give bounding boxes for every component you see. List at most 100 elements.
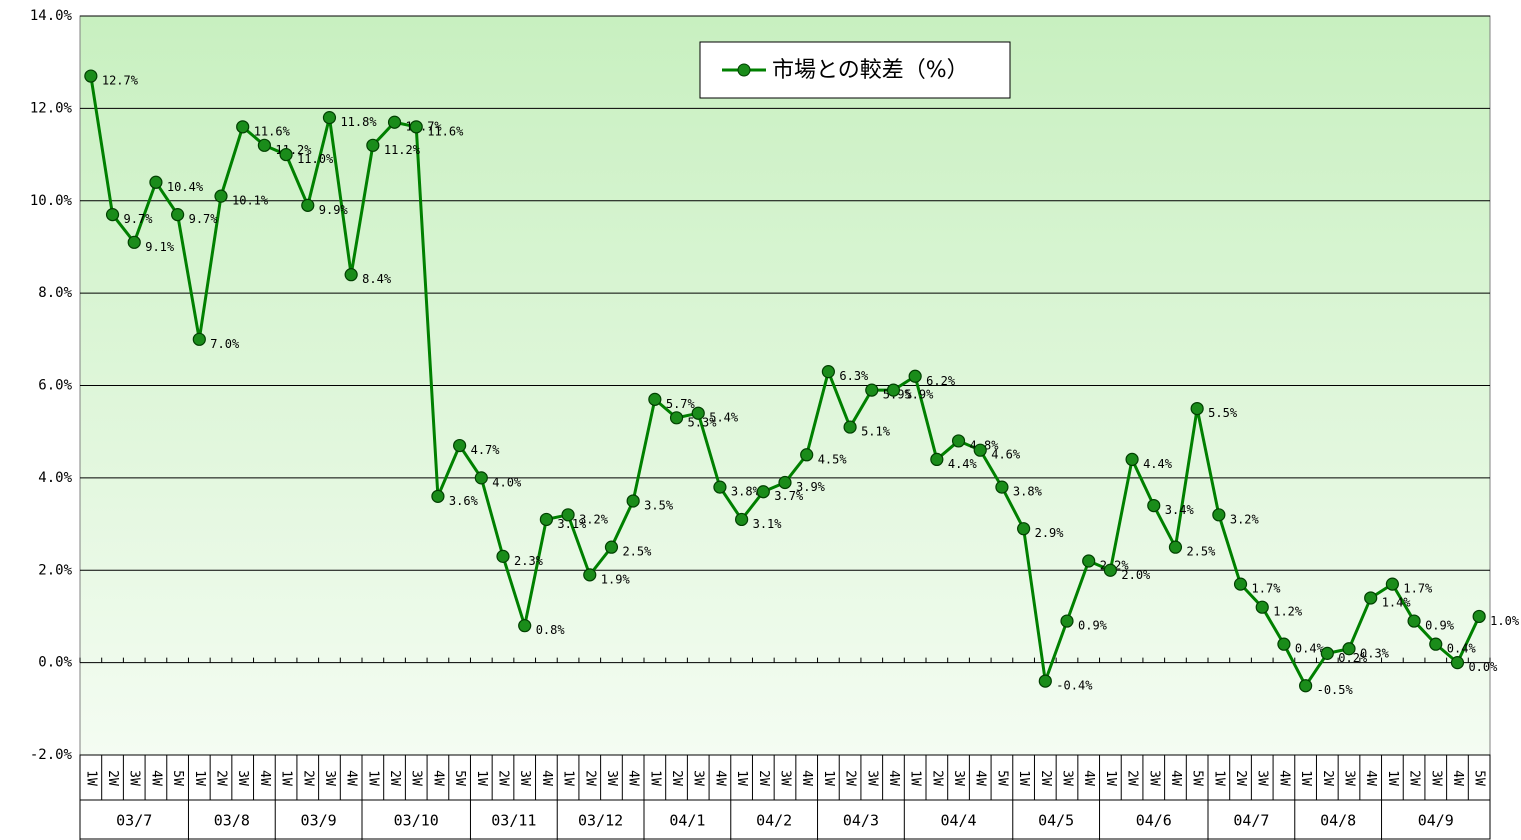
x-tick-label: 2W	[1320, 770, 1335, 786]
x-tick-label: 3W	[127, 770, 142, 786]
data-point	[930, 452, 944, 466]
data-point	[127, 235, 141, 249]
month-label: 03/11	[491, 812, 536, 830]
x-tick-label: 2W	[496, 770, 511, 786]
data-label: 12.7%	[102, 74, 139, 88]
data-point	[1255, 600, 1269, 614]
x-tick-label: 4W	[344, 770, 359, 786]
data-label: 8.4%	[362, 272, 392, 286]
x-tick-label: 4W	[539, 770, 554, 786]
data-label: 10.1%	[232, 194, 269, 208]
month-label: 03/7	[116, 812, 152, 830]
x-tick-label: 2W	[929, 770, 944, 786]
month-label: 03/9	[301, 812, 337, 830]
data-label: 1.4%	[1382, 595, 1412, 609]
data-label: 7.0%	[210, 337, 240, 351]
x-tick-label: 1W	[279, 770, 294, 786]
data-label: 3.7%	[774, 489, 804, 503]
month-label: 04/8	[1320, 812, 1356, 830]
data-point	[1082, 554, 1096, 568]
data-point	[1472, 609, 1486, 624]
x-tick-label: 4W	[1450, 770, 1465, 786]
data-point	[1168, 540, 1183, 554]
data-label: 10.4%	[167, 180, 204, 194]
data-label: 5.5%	[1208, 406, 1238, 420]
y-tick-label: 10.0%	[30, 193, 73, 209]
data-label: 3.8%	[1013, 485, 1043, 499]
data-label: 5.1%	[861, 425, 891, 439]
data-point	[1017, 522, 1031, 536]
data-point	[1147, 498, 1161, 513]
x-tick-label: 4W	[1276, 770, 1291, 786]
x-tick-label: 2W	[1233, 770, 1248, 786]
month-label: 04/6	[1136, 812, 1172, 830]
x-tick-label: 1W	[365, 770, 380, 786]
data-point	[951, 434, 966, 448]
data-point	[1038, 674, 1052, 688]
data-label: 0.0%	[1468, 660, 1498, 674]
data-point	[778, 475, 792, 490]
data-label: 1.9%	[601, 572, 631, 586]
data-point	[322, 111, 337, 125]
x-tick-label: 3W	[778, 770, 793, 786]
data-point	[1385, 577, 1399, 591]
x-tick-label: 2W	[582, 770, 597, 786]
data-label: 1.7%	[1252, 582, 1282, 596]
data-label: 0.4%	[1447, 642, 1477, 656]
data-point	[1060, 614, 1074, 628]
data-label: 6.2%	[926, 374, 956, 388]
x-tick-label: 4W	[148, 770, 163, 786]
x-tick-label: 1W	[1016, 770, 1031, 786]
data-point	[1407, 614, 1421, 628]
x-tick-label: 1W	[192, 770, 207, 786]
x-tick-label: 2W	[669, 770, 684, 786]
month-label: 04/9	[1418, 812, 1454, 830]
data-label: 1.7%	[1403, 582, 1433, 596]
x-tick-label: 3W	[517, 770, 532, 786]
data-point	[84, 69, 98, 83]
x-tick-label: 1W	[474, 770, 489, 786]
x-tick-label: 4W	[1081, 770, 1096, 786]
data-point	[604, 540, 619, 554]
y-tick-label: -2.0%	[30, 747, 73, 763]
x-tick-label: 2W	[1407, 770, 1422, 786]
data-point	[691, 406, 705, 420]
data-point	[105, 208, 120, 222]
data-point	[908, 369, 922, 383]
data-label: 6.3%	[839, 369, 869, 383]
data-label: 3.5%	[644, 498, 674, 512]
data-point	[236, 120, 250, 134]
data-label: 4.5%	[818, 452, 848, 466]
data-label: 5.9%	[904, 388, 934, 402]
data-point	[1364, 591, 1378, 605]
x-tick-label: 2W	[1125, 770, 1140, 786]
month-label: 04/1	[669, 812, 705, 830]
x-tick-label: 3W	[864, 770, 879, 786]
data-label: 4.0%	[492, 475, 522, 489]
category-area	[79, 754, 1491, 840]
x-tick-label: 4W	[973, 770, 988, 786]
data-point	[279, 147, 293, 162]
data-point	[821, 365, 835, 379]
y-tick-label: 2.0%	[38, 562, 72, 578]
y-tick-label: 14.0%	[30, 8, 73, 24]
data-label: 3.9%	[796, 480, 826, 494]
data-point	[648, 392, 662, 406]
data-label: 1.2%	[1273, 605, 1303, 619]
x-tick-label: 3W	[604, 770, 619, 786]
data-point	[1277, 637, 1291, 651]
data-label: 11.0%	[297, 152, 334, 166]
data-point	[366, 138, 380, 152]
data-label: 2.9%	[1035, 526, 1065, 540]
x-tick-label: 4W	[799, 770, 814, 786]
y-tick-label: 12.0%	[30, 100, 73, 116]
data-point	[1125, 452, 1139, 466]
x-tick-label: 1W	[821, 770, 836, 786]
data-point	[735, 512, 749, 527]
data-label: 2.5%	[1186, 545, 1216, 559]
data-label: 11.8%	[340, 115, 377, 129]
data-label: 4.4%	[948, 457, 978, 471]
x-tick-label: 3W	[1060, 770, 1075, 786]
data-point	[1429, 637, 1443, 651]
x-tick-label: 2W	[387, 770, 402, 786]
